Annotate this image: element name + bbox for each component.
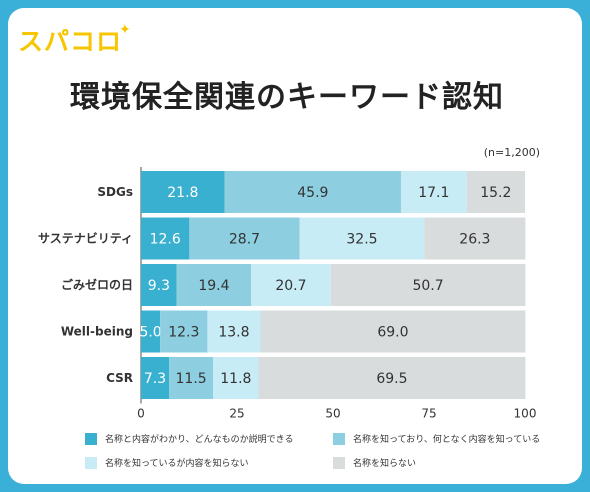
bar-segment <box>169 357 214 399</box>
data-label: 50.7 <box>412 278 443 294</box>
category-label: サステナビリティ <box>38 231 133 246</box>
legend-item: 名称を知らない <box>333 456 416 469</box>
bar-segment <box>299 217 425 260</box>
x-tick-label: 0 <box>137 407 145 421</box>
legend-swatch <box>85 432 97 445</box>
category-label: CSR <box>106 371 133 385</box>
bar-segment <box>330 264 526 306</box>
bar-segment <box>466 171 525 213</box>
sample-size-note: (n=1,200) <box>483 146 540 159</box>
legend-label: 名称を知らない <box>353 459 417 469</box>
data-label: 21.8 <box>167 185 198 201</box>
data-label: 45.9 <box>297 185 328 201</box>
data-label: 5.0 <box>139 325 161 341</box>
legend-label: 名称と内容がわかり、どんなものか説明できる <box>105 435 294 445</box>
legend-swatch <box>85 456 97 469</box>
bar-segment <box>176 264 252 306</box>
bar-segment <box>207 310 261 353</box>
bar-segment <box>141 217 190 260</box>
category-label: SDGs <box>97 185 133 199</box>
category-label: ごみゼロの日 <box>61 277 133 292</box>
data-label: 28.7 <box>229 232 260 248</box>
bar-segment <box>251 264 331 306</box>
data-label: 12.3 <box>168 325 199 341</box>
bar-segment <box>160 310 208 353</box>
bar-segment <box>141 310 161 353</box>
data-label: 7.3 <box>144 371 166 387</box>
data-label: 15.2 <box>480 185 511 201</box>
x-tick-label: 25 <box>229 407 244 421</box>
data-label: 11.8 <box>220 371 251 387</box>
bar-segment <box>141 357 170 399</box>
legend-swatch <box>333 432 345 445</box>
x-tick-label: 75 <box>421 407 436 421</box>
data-label: 13.8 <box>218 325 249 341</box>
bar-segment <box>141 264 177 306</box>
legend-item: 名称を知っており、何となく内容を知っている <box>333 432 540 445</box>
data-label: 9.3 <box>148 278 170 294</box>
legend-label: 名称を知っており、何となく内容を知っている <box>353 435 541 445</box>
bar-segment <box>189 217 300 260</box>
data-label: 19.4 <box>198 278 229 294</box>
bar-segment <box>400 171 467 213</box>
data-label: 20.7 <box>275 278 306 294</box>
x-tick-label: 50 <box>325 407 340 421</box>
category-label: Well-being <box>61 325 133 339</box>
data-label: 69.5 <box>376 371 407 387</box>
bar-segment <box>224 171 401 213</box>
chart-title: 環境保全関連のキーワード認知 <box>70 80 504 115</box>
data-label: 32.5 <box>346 232 377 248</box>
data-label: 69.0 <box>377 325 408 341</box>
bar-segment <box>424 217 526 260</box>
legend-item: 名称を知っているが内容を知らない <box>85 456 249 469</box>
legend-swatch <box>333 456 345 469</box>
bar-segment <box>213 357 259 399</box>
data-label: 11.5 <box>176 371 207 387</box>
legend-label: 名称を知っているが内容を知らない <box>105 459 249 469</box>
bar-segment <box>260 310 526 353</box>
bar-segment <box>141 171 225 213</box>
data-label: 12.6 <box>150 232 181 248</box>
data-label: 26.3 <box>459 232 490 248</box>
legend-item: 名称と内容がわかり、どんなものか説明できる <box>85 432 293 445</box>
logo-sparkle-icon: ✦ <box>119 22 131 38</box>
bar-segment <box>258 357 526 399</box>
data-label: 17.1 <box>418 185 449 201</box>
x-tick-label: 100 <box>514 407 537 421</box>
brand-logo: スパコロ <box>18 27 123 56</box>
